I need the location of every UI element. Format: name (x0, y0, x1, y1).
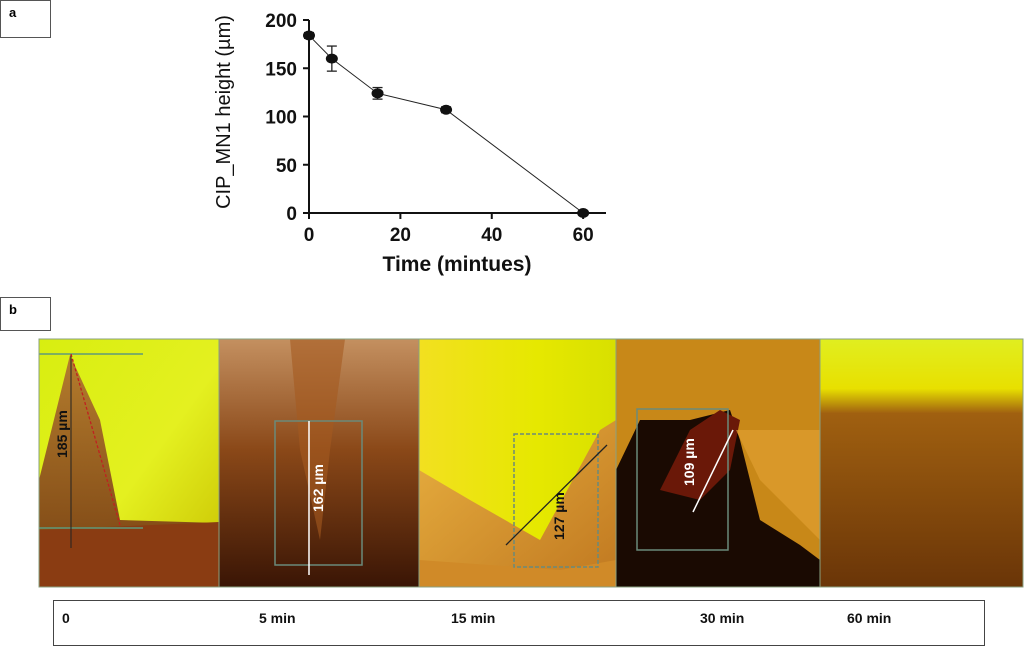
x-tick-label-1: 20 (390, 225, 411, 246)
data-point-4 (577, 208, 590, 218)
line-chart: 0 50 100 150 200 0 20 40 60 Time (mintues) CIP_… (213, 11, 606, 276)
x-tick-label-3: 60 (573, 225, 594, 246)
micrograph-5min: 162 µm (218, 338, 420, 588)
time-label-60min: 60 min (847, 610, 892, 626)
measurement-label-0: 185 µm (54, 410, 70, 458)
time-label-5min: 5 min (259, 610, 296, 626)
data-point-3 (440, 104, 453, 115)
series-line (308, 35, 584, 214)
data-point-0 (303, 30, 315, 41)
micrograph-60min (819, 338, 1024, 588)
y-axis-title: CIP_MN1 height (µm) (213, 15, 235, 209)
micrograph-15min: 127 µm (418, 338, 617, 588)
y-tick-label-1: 50 (276, 156, 297, 177)
micrograph-0: 185 µm (38, 338, 220, 588)
measurement-label-30min: 109 µm (681, 438, 697, 486)
y-tick-label-0: 0 (286, 204, 297, 225)
panel-label-b: b (0, 297, 51, 331)
x-tick-label-0: 0 (304, 225, 315, 246)
panel-label-a: a (0, 0, 51, 38)
time-label-0: 0 (62, 610, 70, 626)
micrograph-30min: 109 µm (615, 338, 821, 588)
y-tick-label-2: 100 (265, 108, 297, 129)
data-point-2 (371, 88, 384, 99)
y-tick-label-3: 150 (265, 59, 297, 80)
x-tick-label-2: 40 (481, 225, 502, 246)
time-label-strip: 0 5 min 15 min 30 min 60 min (53, 600, 985, 646)
data-point-1 (325, 53, 338, 64)
time-label-30min: 30 min (700, 610, 745, 626)
time-label-15min: 15 min (451, 610, 496, 626)
measurement-label-5min: 162 µm (310, 464, 326, 512)
y-tick-label-4: 200 (265, 11, 297, 32)
x-axis-title: Time (mintues) (383, 253, 532, 276)
measurement-label-15min: 127 µm (551, 492, 567, 540)
